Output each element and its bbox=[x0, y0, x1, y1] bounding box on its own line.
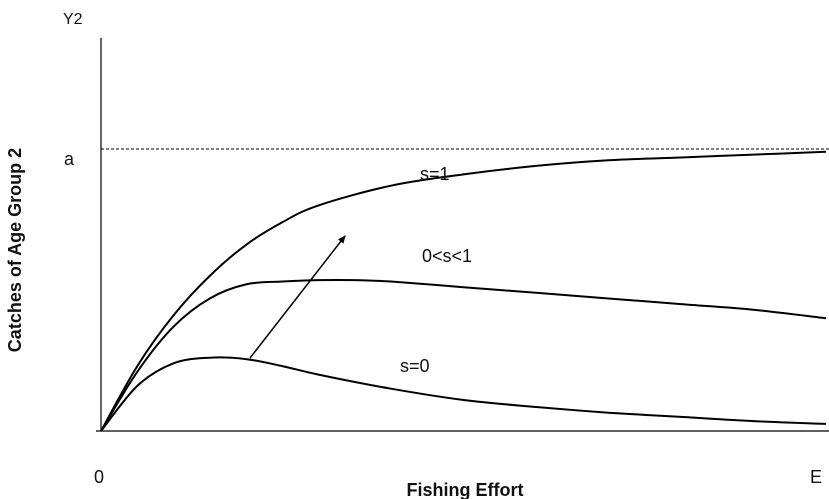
asymptote-label: a bbox=[64, 149, 75, 169]
x-axis-title: Fishing Effort bbox=[407, 480, 524, 499]
plot-area bbox=[100, 150, 827, 432]
series-line-2 bbox=[100, 356, 827, 432]
y-axis-symbol: Y2 bbox=[63, 11, 83, 28]
y-axis-title: Catches of Age Group 2 bbox=[5, 148, 25, 352]
increase-s-arrow bbox=[249, 235, 346, 359]
series-line-1 bbox=[100, 278, 827, 432]
x-axis-symbol: E bbox=[810, 467, 822, 487]
series-label-s-between: 0<s<1 bbox=[422, 246, 472, 266]
series-label-s1: s=1 bbox=[420, 164, 450, 184]
series-label-s0: s=0 bbox=[400, 356, 430, 376]
origin-label: 0 bbox=[94, 467, 104, 487]
series-line-0 bbox=[100, 150, 827, 432]
